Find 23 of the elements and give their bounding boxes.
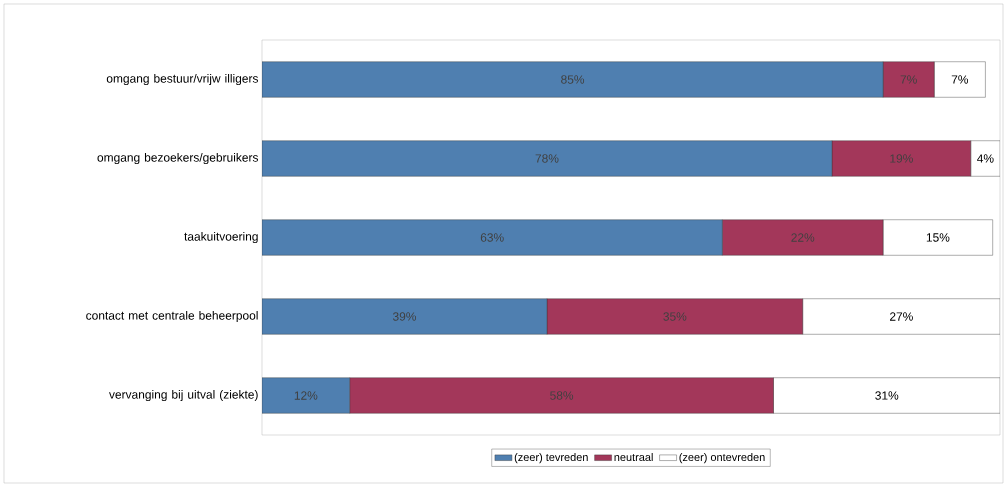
data-label: 58% bbox=[550, 391, 574, 400]
data-label: 27% bbox=[889, 312, 913, 321]
data-label: 78% bbox=[535, 154, 559, 163]
data-label: 12% bbox=[294, 391, 318, 400]
data-label: 15% bbox=[926, 233, 950, 242]
data-label: 4% bbox=[977, 154, 994, 163]
data-label: 31% bbox=[875, 391, 899, 400]
y-tick-label: contact met centrale beheerpool bbox=[86, 310, 258, 323]
data-label: 22% bbox=[791, 233, 815, 242]
data-label: 63% bbox=[480, 233, 504, 242]
data-label: 35% bbox=[663, 312, 687, 321]
legend-label: neutraal bbox=[614, 453, 653, 462]
data-label: 19% bbox=[890, 154, 913, 163]
legend-label: (zeer) ontevreden bbox=[679, 453, 765, 464]
data-label: 7% bbox=[951, 75, 969, 84]
legend-label: (zeer) tevreden bbox=[514, 453, 588, 464]
y-tick-label: omgang bestuur/vrijw illigers bbox=[106, 73, 259, 86]
y-tick-label: vervanging bij uitval (ziekte) bbox=[109, 389, 258, 402]
y-tick-label: omgang bezoekers/gebruikers bbox=[97, 152, 259, 165]
data-label: 39% bbox=[392, 312, 417, 321]
y-tick-label: taakuitvoering bbox=[184, 231, 258, 244]
data-label: 85% bbox=[561, 75, 585, 84]
data-label: 7% bbox=[900, 75, 917, 84]
